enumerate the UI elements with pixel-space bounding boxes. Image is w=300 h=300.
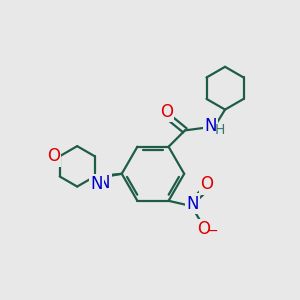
Text: N: N: [186, 195, 199, 213]
Text: N: N: [204, 117, 216, 135]
Text: O: O: [46, 147, 60, 165]
Text: −: −: [207, 224, 218, 238]
Text: O: O: [197, 220, 210, 238]
Text: O: O: [200, 176, 213, 194]
Text: O: O: [160, 103, 173, 121]
Text: H: H: [214, 123, 225, 137]
Text: N: N: [90, 175, 102, 193]
Text: N: N: [98, 174, 110, 192]
